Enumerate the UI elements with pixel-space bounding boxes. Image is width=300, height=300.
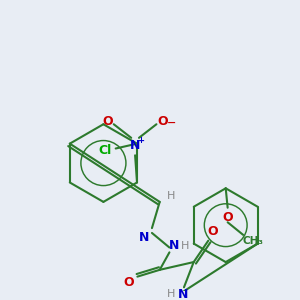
Text: N: N (169, 239, 179, 252)
Text: O: O (222, 211, 233, 224)
Text: CH₃: CH₃ (242, 236, 263, 246)
Text: N: N (139, 231, 149, 244)
Text: −: − (167, 118, 177, 128)
Text: H: H (167, 191, 176, 201)
Text: O: O (157, 115, 168, 128)
Text: O: O (123, 276, 134, 289)
Text: N: N (178, 288, 188, 300)
Text: Cl: Cl (98, 144, 112, 157)
Text: H: H (167, 289, 176, 299)
Text: O: O (208, 226, 218, 238)
Text: +: + (137, 136, 144, 145)
Text: N: N (130, 139, 140, 152)
Text: O: O (103, 115, 113, 128)
Text: H: H (181, 241, 189, 250)
